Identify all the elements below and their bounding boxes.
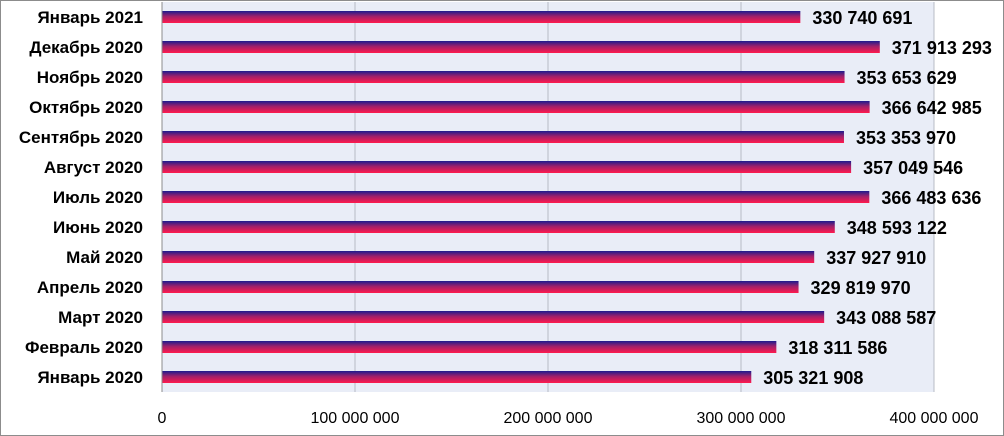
category-label: Апрель 2020 <box>37 278 143 297</box>
category-label: Январь 2021 <box>37 8 143 27</box>
bar <box>162 281 799 293</box>
bar <box>162 41 880 53</box>
category-label: Март 2020 <box>58 308 143 327</box>
category-label: Январь 2020 <box>37 368 143 387</box>
x-tick-label: 400 000 000 <box>890 410 979 427</box>
bar <box>162 221 835 233</box>
category-label: Сентябрь 2020 <box>19 128 143 147</box>
data-label: 366 642 985 <box>882 98 982 118</box>
data-label: 353 353 970 <box>856 128 956 148</box>
bar <box>162 251 815 263</box>
data-label: 348 593 122 <box>847 218 947 238</box>
category-label: Май 2020 <box>66 248 143 267</box>
data-label: 371 913 293 <box>892 38 992 58</box>
data-label: 318 311 586 <box>788 338 887 358</box>
data-label: 305 321 908 <box>763 368 863 388</box>
category-label: Февраль 2020 <box>25 338 143 357</box>
data-label: 353 653 629 <box>857 68 957 88</box>
category-label: Июнь 2020 <box>53 218 143 237</box>
category-label: Ноябрь 2020 <box>37 68 143 87</box>
category-label: Август 2020 <box>44 158 143 177</box>
value-labels: 330 740 691 371 913 293 353 653 629 366 642… <box>763 8 992 388</box>
data-label: 337 927 910 <box>826 248 926 268</box>
bar <box>162 371 752 383</box>
bar <box>162 11 801 23</box>
bars <box>162 11 880 383</box>
bar <box>162 161 852 173</box>
bar <box>162 131 844 143</box>
category-label: Июль 2020 <box>53 188 143 207</box>
category-label: Декабрь 2020 <box>29 38 143 57</box>
bar <box>162 101 870 113</box>
data-label: 330 740 691 <box>812 8 912 28</box>
category-labels: Январь 2021 Декабрь 2020 Ноябрь 2020 Октябр… <box>19 8 143 387</box>
x-tick-label: 200 000 000 <box>504 410 593 427</box>
category-label: Октябрь 2020 <box>29 98 143 117</box>
bar <box>162 71 845 83</box>
data-label: 366 483 636 <box>881 188 981 208</box>
bar <box>162 341 777 353</box>
x-axis-tick-labels: 0 100 000 000 200 000 000 300 000 000 400 00… <box>158 410 979 427</box>
data-label: 357 049 546 <box>863 158 963 178</box>
x-tick-label: 300 000 000 <box>697 410 786 427</box>
x-tick-label: 100 000 000 <box>311 410 400 427</box>
data-label: 343 088 587 <box>836 308 936 328</box>
bar <box>162 311 825 323</box>
bar <box>162 191 870 203</box>
data-label: 329 819 970 <box>811 278 911 298</box>
x-tick-label: 0 <box>158 410 167 427</box>
